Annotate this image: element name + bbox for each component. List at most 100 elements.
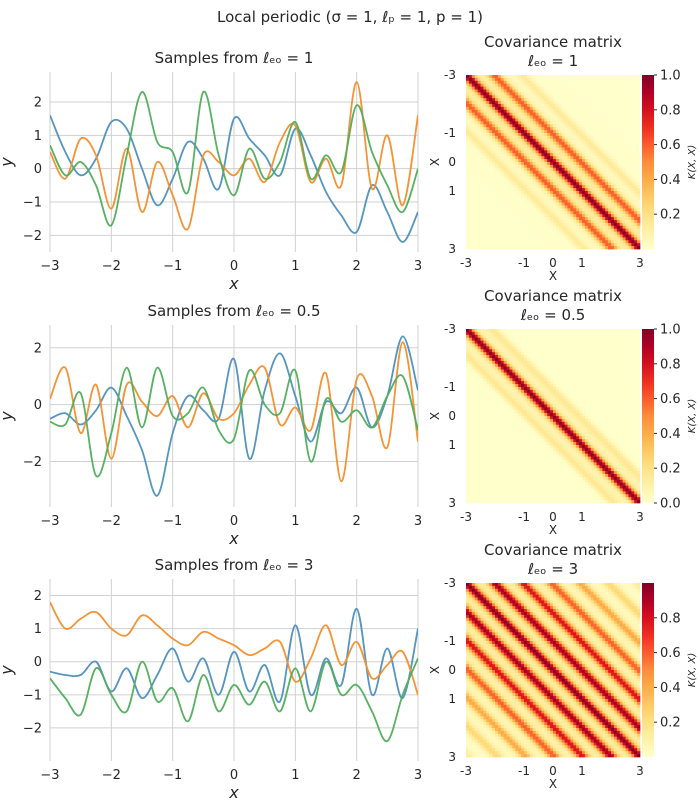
- heatmap-cell: [570, 86, 574, 90]
- heatmap-cell: [608, 231, 612, 235]
- heatmap-cell: [497, 162, 502, 166]
- heatmap-cell: [599, 133, 603, 137]
- heatmap-cell: [503, 381, 507, 385]
- heatmap-cell: [596, 193, 600, 198]
- heatmap-cell: [547, 208, 551, 212]
- heatmap-cell: [608, 211, 612, 215]
- heatmap-cell: [573, 355, 577, 359]
- heatmap-cell: [495, 112, 499, 116]
- heatmap-cell: [538, 360, 542, 365]
- heatmap-cell: [590, 193, 594, 198]
- heatmap-cell: [538, 211, 542, 215]
- heatmap-cell: [503, 144, 507, 148]
- heatmap-cell: [480, 246, 484, 250]
- heatmap-cell: [596, 153, 600, 157]
- heatmap-cell: [526, 173, 531, 177]
- heatmap-cell: [605, 133, 609, 137]
- heatmap-cell: [619, 381, 623, 385]
- heatmap-cell: [518, 144, 522, 148]
- heatmap-cell: [500, 240, 505, 244]
- heatmap-cell: [538, 199, 542, 203]
- heatmap-cell: [576, 384, 580, 388]
- heatmap-cell: [544, 127, 548, 131]
- heatmap-cell: [599, 130, 603, 134]
- heatmap-cell: [602, 83, 606, 87]
- heatmap-cell: [619, 208, 623, 212]
- heatmap-cell: [506, 205, 510, 209]
- heatmap-cell: [619, 179, 623, 183]
- heatmap-cell: [506, 214, 510, 218]
- heatmap-cell: [587, 164, 592, 169]
- heatmap-cell: [567, 352, 571, 356]
- heatmap-cell: [480, 387, 484, 391]
- heatmap-cell: [613, 234, 618, 238]
- heatmap-cell: [631, 243, 635, 247]
- heatmap-cell: [515, 240, 519, 244]
- heatmap-cell: [532, 363, 536, 368]
- heatmap-cell: [503, 331, 507, 336]
- heatmap-cell: [541, 237, 545, 241]
- heatmap-cell: [605, 176, 609, 180]
- heatmap-cell: [555, 246, 560, 250]
- heatmap-cell: [602, 199, 606, 203]
- heatmap-cell: [628, 193, 632, 198]
- heatmap-cell: [582, 372, 586, 376]
- heatmap-cell: [503, 193, 507, 198]
- heatmap-cell: [596, 188, 600, 192]
- heatmap-cell: [521, 112, 525, 116]
- heatmap-cell: [503, 188, 507, 192]
- heatmap-cell: [477, 222, 481, 227]
- heatmap-cell: [506, 167, 510, 172]
- heatmap-cell: [506, 112, 510, 116]
- heatmap-cell: [492, 340, 496, 344]
- heatmap-cell: [628, 112, 632, 116]
- heatmap-cell: [596, 167, 600, 172]
- heatmap-cell: [471, 220, 476, 224]
- heatmap-cell: [547, 133, 551, 137]
- heatmap-cell: [616, 381, 621, 385]
- heatmap-cell: [637, 188, 641, 192]
- heatmap-cell: [497, 164, 502, 169]
- heatmap-cell: [544, 104, 548, 108]
- heatmap-cell: [509, 153, 513, 157]
- heatmap-cell: [599, 147, 603, 151]
- heatmap-cell: [582, 329, 586, 333]
- heatmap-cell: [593, 112, 597, 116]
- heatmap-cell: [576, 159, 580, 163]
- heatmap-cell: [544, 191, 548, 195]
- heatmap-cell: [535, 121, 539, 125]
- heatmap-cell: [567, 337, 571, 341]
- heatmap-cell: [573, 387, 577, 391]
- heatmap-cell: [524, 243, 528, 247]
- heatmap-cell: [576, 358, 580, 362]
- heatmap-cell: [486, 112, 490, 116]
- heatmap-cell: [512, 234, 516, 238]
- heatmap-cell: [573, 109, 577, 114]
- heatmap-cell: [582, 237, 586, 241]
- heatmap-cell: [492, 349, 496, 353]
- heatmap-cell: [611, 222, 615, 227]
- heatmap-cell: [474, 217, 478, 221]
- heatmap-cell: [599, 185, 603, 189]
- heatmap-cell: [492, 77, 496, 82]
- heatmap-cell: [535, 343, 539, 347]
- heatmap-cell: [483, 144, 487, 148]
- heatmap-cell: [492, 80, 496, 85]
- heatmap-cell: [561, 127, 565, 131]
- heatmap-cell: [515, 378, 519, 382]
- heatmap-cell: [553, 164, 557, 169]
- heatmap-cell: [486, 182, 490, 186]
- heatmap-cell: [550, 150, 554, 154]
- heatmap-cell: [613, 86, 618, 90]
- heatmap-cell: [515, 193, 519, 198]
- heatmap-cell: [637, 240, 641, 244]
- heatmap-cell: [500, 352, 505, 356]
- heatmap-cell: [474, 118, 478, 122]
- heatmap-cell: [602, 225, 606, 230]
- heatmap-cell: [570, 214, 574, 218]
- heatmap-cell: [570, 205, 574, 209]
- heatmap-cell: [550, 381, 554, 385]
- heatmap-cell: [582, 150, 586, 154]
- heatmap-cell: [599, 101, 603, 105]
- heatmap-cell: [634, 337, 638, 341]
